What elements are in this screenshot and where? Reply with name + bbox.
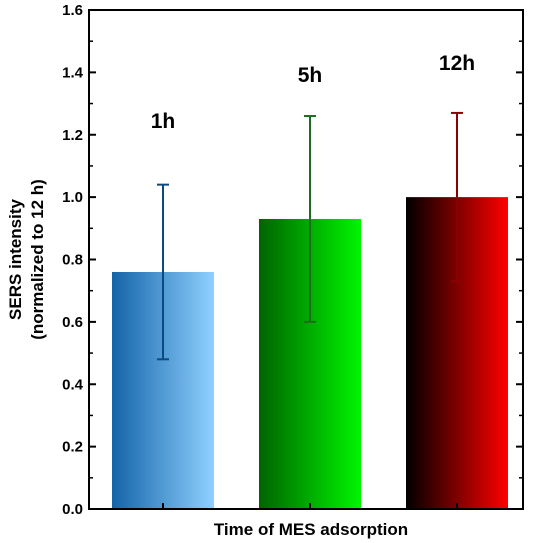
bar-label-5h: 5h bbox=[298, 64, 323, 87]
y-tick-label: 0.4 bbox=[62, 376, 84, 393]
y-tick-label: 0.8 bbox=[62, 252, 83, 269]
bar-label-12h: 12h bbox=[439, 52, 475, 75]
y-axis-title-line2: (normalized to 12 h) bbox=[28, 179, 47, 340]
bar-labels-layer: 1h 5h 12h bbox=[151, 52, 475, 133]
y-tick-label: 0.0 bbox=[62, 501, 83, 518]
y-tick-label: 0.2 bbox=[62, 439, 83, 456]
y-tick-label: 0.6 bbox=[62, 314, 83, 331]
x-axis-title: Time of MES adsorption bbox=[214, 520, 408, 539]
y-tick-label: 1.2 bbox=[62, 127, 83, 144]
error-bar-12h bbox=[451, 111, 463, 283]
bar-label-1h: 1h bbox=[151, 110, 176, 133]
error-bar-1h bbox=[157, 183, 169, 361]
y-tick-label: 1.0 bbox=[62, 189, 83, 206]
y-axis-title-line1: SERS intensity bbox=[6, 198, 25, 319]
y-tick-label: 1.6 bbox=[62, 2, 83, 19]
error-bars-layer bbox=[157, 111, 463, 361]
y-axis-title: SERS intensity (normalized to 12 h) bbox=[6, 179, 47, 340]
y-axis: 0.0 0.2 0.4 0.6 0.8 1.0 1.2 1.4 1.6 bbox=[62, 2, 523, 518]
error-bar-5h bbox=[304, 115, 316, 323]
x-axis bbox=[162, 503, 458, 509]
y-tick-label: 1.4 bbox=[62, 64, 84, 81]
